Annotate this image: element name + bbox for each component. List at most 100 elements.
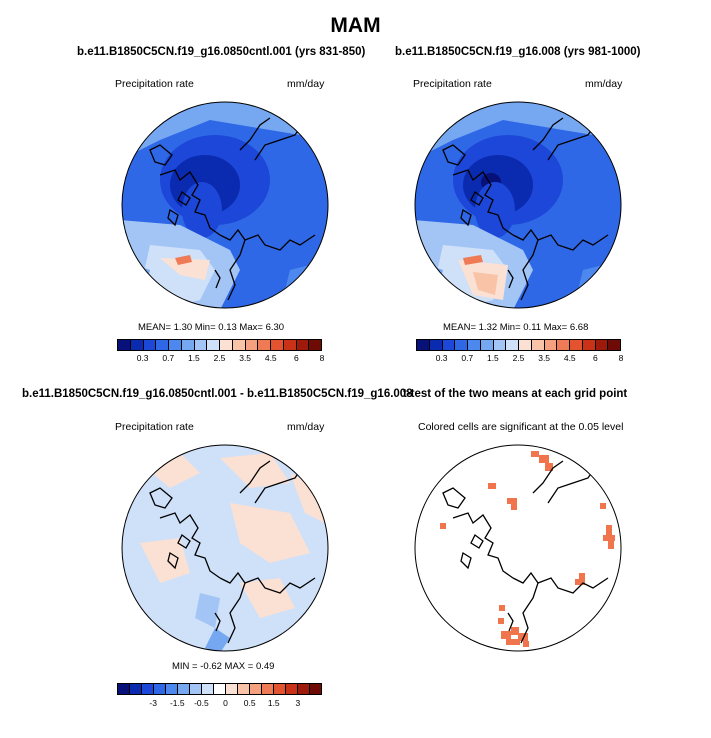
colorbar-swatch [118, 340, 131, 350]
significant-cell [499, 605, 505, 611]
mean-label: MEAN= [138, 322, 171, 333]
panel-2-colorbar [416, 339, 621, 351]
colorbar-swatch [298, 684, 310, 694]
colorbar-swatch [468, 340, 481, 350]
colorbar-swatch [194, 340, 208, 350]
colorbar-swatch [169, 340, 182, 350]
panel-3-stats: MIN = -0.62 MAX = 0.49 [172, 661, 274, 672]
panel-1-variable: Precipitation rate [115, 78, 194, 90]
colorbar-swatch [557, 340, 570, 350]
significant-cell [603, 535, 615, 541]
panel-3-colorbar-ticks: -3 -1.5 -0.5 0 0.5 1.5 3 [117, 698, 320, 710]
colorbar-swatch [506, 340, 519, 350]
colorbar-swatch [608, 340, 620, 350]
significant-cell [511, 504, 517, 510]
significant-cell [531, 451, 539, 457]
colorbar-swatch [118, 684, 130, 694]
colorbar-swatch [166, 684, 178, 694]
colorbar-swatch [274, 684, 286, 694]
colorbar-swatch [296, 340, 310, 350]
colorbar-swatch [493, 340, 507, 350]
colorbar-swatch [214, 684, 226, 694]
panel-3-title: b.e11.B1850C5CN.f19_g16.0850cntl.001 - b… [22, 388, 413, 400]
colorbar-tick-label: 4.5 [563, 353, 576, 363]
significant-cell [545, 463, 553, 471]
max-value: 6.68 [569, 322, 589, 333]
colorbar-swatch [570, 340, 583, 350]
panel-4-subtitle: Colored cells are significant at the 0.0… [418, 421, 624, 433]
panel-3-variable: Precipitation rate [115, 421, 194, 433]
colorbar-swatch [207, 340, 220, 350]
colorbar-swatch [283, 340, 297, 350]
panel-1-title: b.e11.B1850C5CN.f19_g16.0850cntl.001 (yr… [77, 46, 366, 58]
colorbar-swatch [309, 340, 321, 350]
colorbar-tick-label: 8 [319, 353, 325, 363]
colorbar-tick-label: 3 [295, 698, 301, 708]
colorbar-swatch [202, 684, 214, 694]
colorbar-swatch [480, 340, 494, 350]
panel-2-variable: Precipitation rate [413, 78, 492, 90]
colorbar-swatch [519, 340, 532, 350]
max-value: 0.49 [255, 661, 275, 672]
colorbar-swatch [310, 684, 321, 694]
mean-value: 1.30 [173, 322, 193, 333]
panel-2-colorbar-ticks: 0.3 0.7 1.5 2.5 3.5 4.5 6 8 [416, 353, 624, 365]
colorbar-swatch [238, 684, 250, 694]
colorbar-tick-label: -0.5 [194, 698, 209, 708]
colorbar-tick-label: 6 [294, 353, 299, 363]
panel-3-units: mm/day [287, 421, 325, 433]
colorbar-tick-label: 4.5 [264, 353, 277, 363]
max-label: Max= [543, 322, 568, 333]
colorbar-tick-label: 0.3 [435, 353, 448, 363]
panel-2-stats: MEAN= 1.32 Min= 0.11 Max= 6.68 [443, 322, 588, 333]
panel-1-units: mm/day [287, 78, 325, 90]
colorbar-swatch [181, 340, 195, 350]
panel-3-colorbar [117, 683, 322, 695]
colorbar-tick-label: 6 [593, 353, 598, 363]
mean-value: 1.32 [478, 322, 498, 333]
colorbar-swatch [250, 684, 262, 694]
colorbar-swatch [442, 340, 456, 350]
significant-cell [575, 579, 585, 585]
colorbar-swatch [143, 340, 157, 350]
significant-cell [511, 627, 519, 635]
min-value: 0.11 [523, 322, 542, 333]
significant-cell [539, 455, 549, 463]
max-value: 6.30 [265, 322, 285, 333]
colorbar-swatch [130, 684, 142, 694]
colorbar-tick-label: -1.5 [169, 698, 185, 708]
panel-1-stats: MEAN= 1.30 Min= 0.13 Max= 6.30 [138, 322, 284, 333]
significant-cell [498, 618, 504, 624]
colorbar-tick-label: 0.7 [461, 353, 474, 363]
colorbar-swatch [245, 340, 259, 350]
significant-cell [523, 641, 529, 647]
colorbar-swatch [582, 340, 596, 350]
significant-cell [506, 639, 520, 645]
colorbar-swatch [154, 684, 166, 694]
panel-1-colorbar-ticks: 0.3 0.7 1.5 2.5 3.5 4.5 6 8 [117, 353, 325, 365]
min-label: Min= [194, 322, 216, 333]
colorbar-tick-label: 1.5 [187, 353, 200, 363]
colorbar-tick-label: 0 [223, 698, 228, 708]
colorbar-swatch [156, 340, 169, 350]
colorbar-swatch [190, 684, 202, 694]
colorbar-swatch [232, 340, 246, 350]
min-label: Min= [499, 322, 521, 333]
colorbar-swatch [429, 340, 443, 350]
colorbar-tick-label: 2.5 [213, 353, 226, 363]
panel-4-title: t-test of the two means at each grid poi… [403, 388, 628, 400]
panel-2-units: mm/day [585, 78, 623, 90]
panel-1-colorbar [117, 339, 322, 351]
colorbar-swatch [178, 684, 190, 694]
min-value: 0.13 [218, 322, 237, 333]
significant-cell [507, 498, 517, 504]
colorbar-swatch [142, 684, 154, 694]
colorbar-swatch [226, 684, 238, 694]
panel-1-polar-map [121, 101, 329, 309]
significant-cell [501, 631, 511, 639]
colorbar-tick-label: -3 [149, 698, 157, 708]
significant-cell [579, 573, 585, 579]
colorbar-tick-label: 3.5 [239, 353, 252, 363]
colorbar-tick-label: 8 [618, 353, 624, 363]
colorbar-tick-label: 1.5 [267, 698, 280, 708]
